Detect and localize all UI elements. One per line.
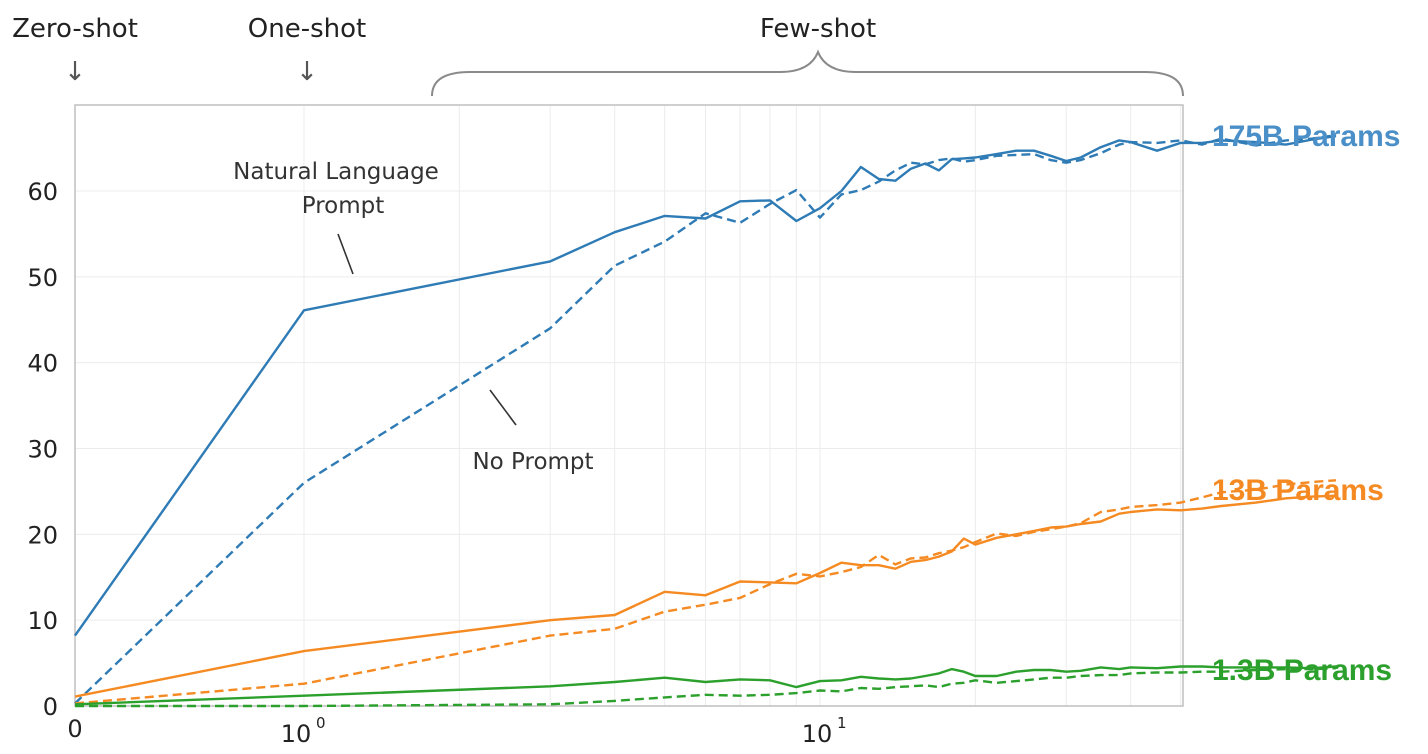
model-label-13b: 13B Params: [1212, 474, 1384, 507]
y-tick-label: 20: [27, 521, 58, 549]
x-tick-label-2: 10: [802, 720, 833, 748]
zero-shot-label: Zero-shot: [12, 14, 138, 44]
few-shot-label: Few-shot: [760, 14, 876, 44]
model-label-1-3b: 1.3B Params: [1212, 654, 1392, 687]
x-tick-label-1: 10: [281, 720, 312, 748]
series-line-1-3b-params-solid: [74, 665, 1337, 706]
y-tick-label: 40: [27, 350, 58, 378]
y-tick-label: 30: [27, 436, 58, 464]
y-tick-label: 10: [27, 607, 58, 635]
series-line-13b-params-solid: [74, 494, 1337, 698]
annotation-nl-prompt-line1: Natural Language: [233, 159, 439, 185]
grid-layer: [75, 105, 1183, 707]
x-tick-label-0: 0: [67, 715, 82, 743]
x-tick-base-1: 10: [281, 720, 312, 748]
annotation-nl-prompt-pointer: [337, 233, 354, 275]
few-shot-brace: [431, 49, 1184, 97]
one-shot-arrow: ↓: [296, 57, 318, 87]
one-shot-label: One-shot: [248, 14, 366, 44]
annotation-no-prompt: No Prompt: [472, 449, 593, 475]
zero-shot-arrow: ↓: [64, 57, 86, 87]
y-tick-label: 0: [43, 693, 58, 721]
annotation-nl-prompt-line2: Prompt: [302, 193, 385, 219]
y-tick-label: 60: [27, 178, 58, 206]
series-layer: [74, 134, 1337, 708]
y-tick-label: 50: [27, 264, 58, 292]
model-label-175b: 175B Params: [1212, 120, 1400, 153]
series-line-175b-params-solid: [74, 134, 1337, 637]
series-line-1-3b-params-dashed: [75, 667, 1337, 708]
x-tick-exp-2: 1: [837, 714, 847, 732]
series-line-13b-params-dashed: [74, 479, 1337, 705]
y-tick-layer: 0 10 20 30 40 50 60: [27, 178, 58, 721]
x-tick-exp-1: 0: [316, 714, 326, 732]
annotation-no-prompt-pointer: [489, 389, 517, 426]
x-tick-base-2: 10: [802, 720, 833, 748]
plot-frame: [74, 104, 1184, 707]
